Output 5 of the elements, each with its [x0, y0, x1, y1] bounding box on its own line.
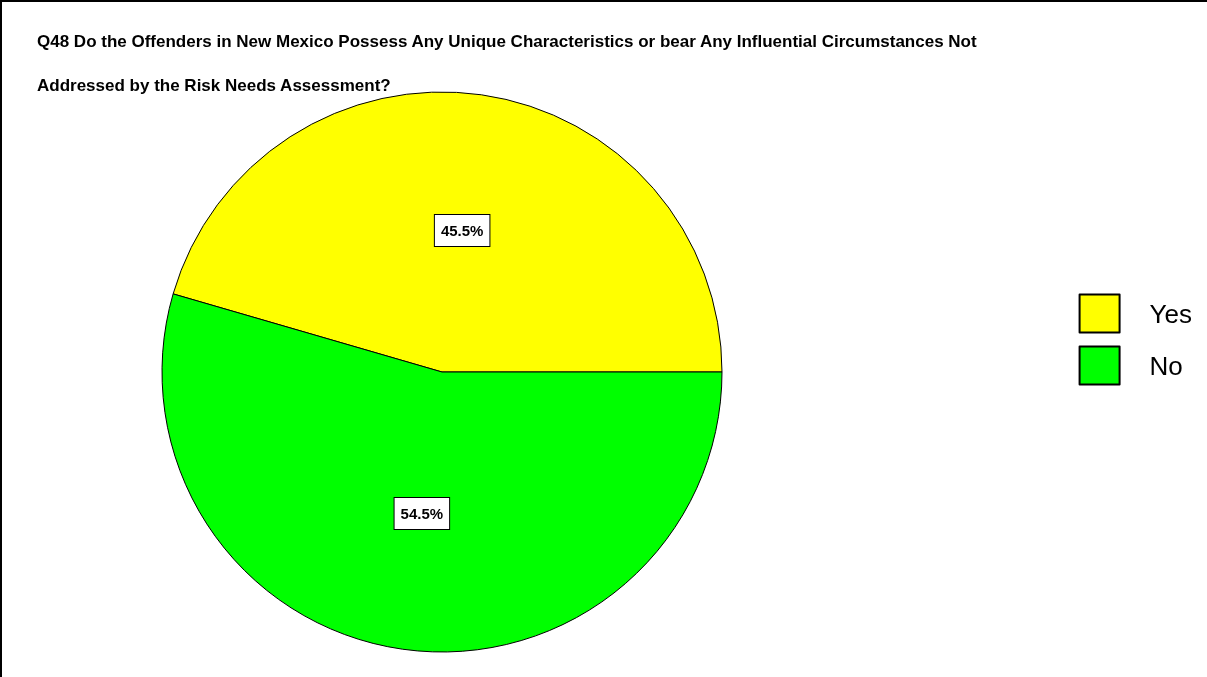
data-label: 54.5%	[400, 505, 444, 523]
data-label: 45.5%	[440, 221, 484, 239]
legend-label: Yes	[1149, 298, 1193, 329]
chart-title: Q48 Do the Offenders in New Mexico Possess Any Unique Characteristics or bear Any Influential Circumstances Not Addressed by the Risk Needs Assessment?	[37, 31, 977, 95]
legend-label: No	[1149, 350, 1183, 381]
